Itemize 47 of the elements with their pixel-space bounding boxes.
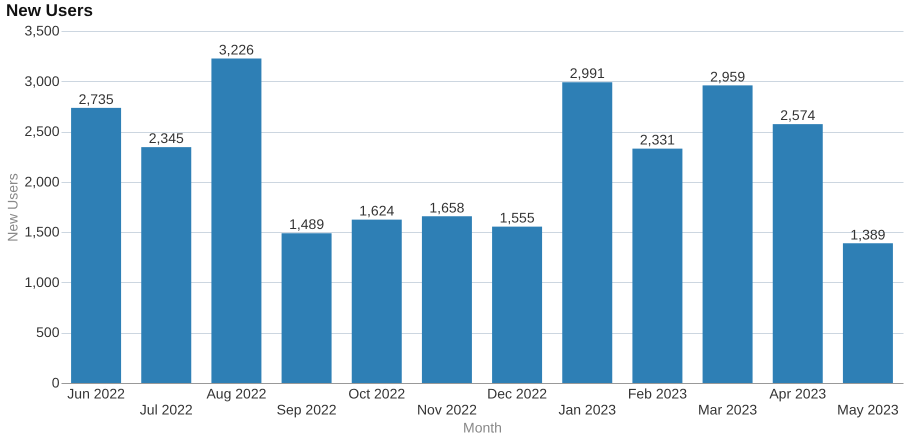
x-tick-label: Sep 2022 (276, 402, 337, 418)
y-tick-label: 1,500 (24, 224, 60, 240)
bar (71, 108, 122, 383)
data-label: 2,959 (710, 68, 746, 84)
y-tick-label: 2,500 (24, 123, 60, 140)
data-label: 1,389 (850, 226, 886, 242)
bar (211, 58, 262, 383)
x-tick-label: Apr 2023 (769, 386, 826, 402)
x-tick-label: Oct 2022 (348, 386, 406, 402)
x-tick-label: Nov 2022 (416, 402, 478, 418)
y-tick-label: 3,500 (24, 22, 60, 38)
x-tick-label: Dec 2022 (487, 386, 548, 402)
bar (282, 233, 332, 383)
data-label: 1,624 (359, 202, 394, 219)
chart-title: New Users (6, 1, 93, 20)
x-tick-label: Feb 2023 (628, 386, 688, 402)
data-label: 2,574 (780, 107, 816, 124)
y-tick-label: 1,000 (24, 274, 60, 290)
data-label: 1,489 (289, 216, 324, 232)
x-tick-label: Jul 2022 (140, 402, 193, 418)
y-tick-label: 500 (36, 324, 60, 340)
x-tick-label: Jan 2023 (558, 402, 616, 418)
x-tick-label: Mar 2023 (698, 402, 758, 418)
bar (772, 124, 823, 383)
data-label: 3,226 (218, 42, 254, 58)
bar (422, 216, 472, 383)
x-tick-label: Jun 2022 (67, 386, 126, 402)
bar (352, 220, 402, 383)
bar (562, 82, 612, 383)
x-tick-label: May 2023 (837, 402, 899, 418)
y-tick-label: 2,000 (24, 173, 60, 190)
y-tick-label: 0 (52, 374, 60, 390)
data-label: 2,735 (78, 90, 114, 107)
bar (492, 226, 542, 383)
bar (141, 147, 192, 383)
x-tick-label: Aug 2022 (206, 386, 267, 402)
data-label: 2,331 (640, 132, 676, 148)
bar (842, 243, 893, 383)
data-label: 1,658 (429, 199, 465, 216)
data-label: 2,991 (570, 65, 605, 82)
x-axis-title: Month (463, 420, 502, 436)
data-label: 1,555 (500, 210, 535, 226)
y-tick-label: 3,000 (24, 72, 60, 89)
y-axis-title: New Users (4, 173, 20, 242)
bar (632, 148, 682, 383)
bar (702, 85, 753, 383)
data-label: 2,345 (148, 130, 184, 146)
